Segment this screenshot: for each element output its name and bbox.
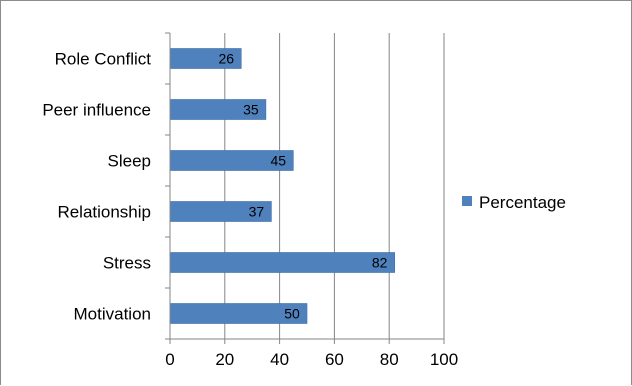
x-tick-label: 100 <box>430 350 458 369</box>
axes: 0 20 40 60 80 100 Role Conflict Peer influence S… <box>42 32 458 369</box>
x-tick-label: 80 <box>380 350 399 369</box>
legend-label: Percentage <box>479 193 566 212</box>
x-tick-label: 40 <box>270 350 289 369</box>
data-label: 50 <box>284 306 300 322</box>
legend: Percentage <box>462 193 566 212</box>
x-tick-label: 20 <box>215 350 234 369</box>
data-label: 37 <box>249 204 265 220</box>
gridlines <box>224 33 445 339</box>
data-label: 82 <box>372 255 388 271</box>
category-label: Role Conflict <box>55 50 152 69</box>
bar <box>169 252 395 273</box>
category-label: Motivation <box>74 305 151 324</box>
category-label: Stress <box>103 254 151 273</box>
x-tick-label: 60 <box>325 350 344 369</box>
category-label: Relationship <box>57 203 151 222</box>
data-label: 26 <box>218 51 234 67</box>
category-label: Peer influence <box>42 101 151 120</box>
category-label: Sleep <box>108 152 151 171</box>
legend-swatch <box>462 196 472 206</box>
data-label: 45 <box>271 153 287 169</box>
data-label: 35 <box>243 102 259 118</box>
x-tick-label: 0 <box>165 350 174 369</box>
bars: 26 35 45 37 82 50 <box>169 48 395 324</box>
